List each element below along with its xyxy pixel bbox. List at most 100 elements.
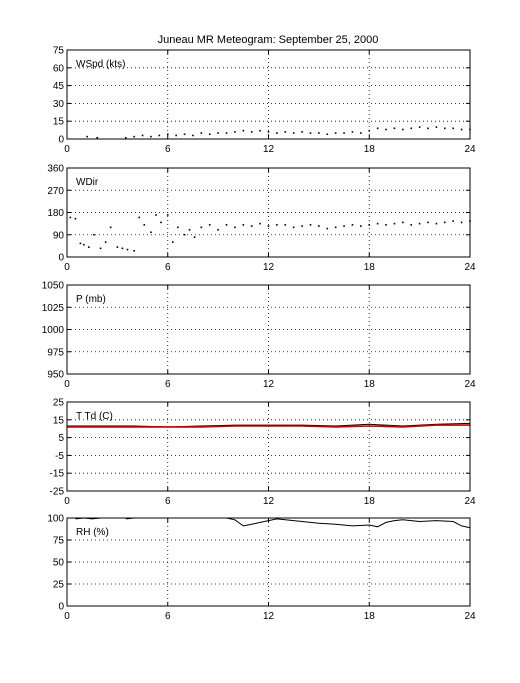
- data-point: [435, 222, 438, 225]
- x-tick-label: 24: [464, 496, 476, 507]
- data-point: [301, 131, 303, 133]
- data-point: [318, 225, 320, 227]
- data-point: [192, 134, 194, 137]
- data-point: [334, 132, 337, 134]
- data-point: [418, 126, 421, 128]
- data-point: [444, 127, 446, 130]
- data-point: [360, 132, 362, 134]
- data-point: [267, 131, 270, 133]
- data-point: [276, 224, 278, 226]
- data-point: [309, 224, 312, 226]
- data-point: [427, 221, 429, 224]
- data-point: [385, 224, 387, 226]
- y-tick-label: 90: [53, 230, 65, 241]
- y-tick-label: 1000: [42, 325, 65, 336]
- y-tick-label: 100: [47, 514, 64, 525]
- data-point: [150, 231, 152, 234]
- x-tick-label: 0: [64, 262, 70, 273]
- series-line-2: [67, 424, 470, 428]
- x-tick-label: 18: [364, 144, 376, 155]
- data-point: [225, 132, 228, 134]
- y-tick-label: 25: [53, 580, 65, 591]
- data-point: [351, 131, 354, 133]
- data-point: [435, 126, 438, 128]
- data-point: [444, 221, 446, 224]
- data-point: [234, 226, 236, 229]
- data-point: [208, 224, 211, 226]
- y-tick-label: 15: [53, 415, 65, 426]
- data-point: [155, 214, 157, 216]
- data-point: [418, 222, 421, 225]
- data-point: [292, 226, 295, 229]
- data-point: [177, 226, 179, 229]
- data-point: [104, 241, 107, 243]
- data-point: [133, 135, 135, 138]
- data-point: [284, 131, 287, 133]
- y-tick-label: 1025: [42, 303, 65, 314]
- data-point: [460, 221, 463, 224]
- panel-label: WSpd (kts): [76, 59, 125, 70]
- y-tick-label: 1050: [42, 281, 65, 292]
- series-line-1: [67, 422, 471, 428]
- data-point: [126, 248, 129, 251]
- data-point: [82, 243, 85, 246]
- data-point: [79, 242, 82, 245]
- data-point: [150, 135, 152, 138]
- data-point: [225, 224, 228, 226]
- x-tick-label: 12: [263, 496, 275, 507]
- data-point: [200, 226, 203, 229]
- data-point: [351, 224, 354, 226]
- data-point: [267, 225, 270, 227]
- x-tick-label: 24: [464, 144, 476, 155]
- y-tick-label: 0: [58, 602, 64, 613]
- data-point: [402, 128, 404, 131]
- y-tick-label: 15: [53, 117, 65, 128]
- data-point: [301, 225, 303, 227]
- data-point: [309, 132, 312, 134]
- x-tick-label: 6: [165, 496, 171, 507]
- data-point: [158, 134, 161, 137]
- data-point: [93, 233, 95, 236]
- y-tick-label: 950: [47, 370, 64, 381]
- panel-label: RH (%): [76, 527, 109, 538]
- data-point: [69, 216, 72, 219]
- y-tick-label: 5: [58, 433, 64, 444]
- data-point: [200, 132, 203, 134]
- data-point: [183, 233, 186, 236]
- y-tick-label: 30: [53, 99, 65, 110]
- data-point: [234, 131, 236, 133]
- data-point: [410, 127, 413, 130]
- y-tick-label: 180: [47, 208, 64, 219]
- data-point: [141, 134, 144, 137]
- x-tick-label: 18: [364, 379, 376, 390]
- data-point: [138, 216, 141, 219]
- x-tick-label: 6: [165, 144, 171, 155]
- data-point: [276, 132, 278, 134]
- data-point: [360, 225, 362, 227]
- panel-3: 0 6 12 18 24 950 975 1000 1025 1050 P (mb): [42, 281, 476, 391]
- data-point: [188, 229, 191, 231]
- y-tick-label: 25: [53, 398, 65, 409]
- data-point: [242, 224, 245, 226]
- x-tick-label: 0: [64, 144, 70, 155]
- x-tick-label: 0: [64, 611, 70, 622]
- y-tick-label: -25: [50, 487, 65, 498]
- y-tick-label: -15: [50, 469, 65, 480]
- x-tick-label: 24: [464, 611, 476, 622]
- data-point: [183, 133, 186, 136]
- x-tick-label: 18: [364, 496, 376, 507]
- data-point: [326, 133, 329, 136]
- data-point: [193, 236, 196, 239]
- data-point: [171, 241, 174, 243]
- data-point: [160, 221, 162, 224]
- x-tick-label: 12: [263, 611, 275, 622]
- panel-2: 0 6 12 18 24 0 90 180 270 360 WDir: [47, 164, 476, 274]
- y-tick-label: 45: [53, 81, 65, 92]
- data-point: [326, 227, 329, 230]
- data-point: [99, 247, 102, 250]
- data-point: [250, 225, 253, 227]
- data-point: [121, 247, 124, 250]
- panel-5: 0 6 12 18 24 0 25 50 75 100 RH (%): [47, 514, 476, 623]
